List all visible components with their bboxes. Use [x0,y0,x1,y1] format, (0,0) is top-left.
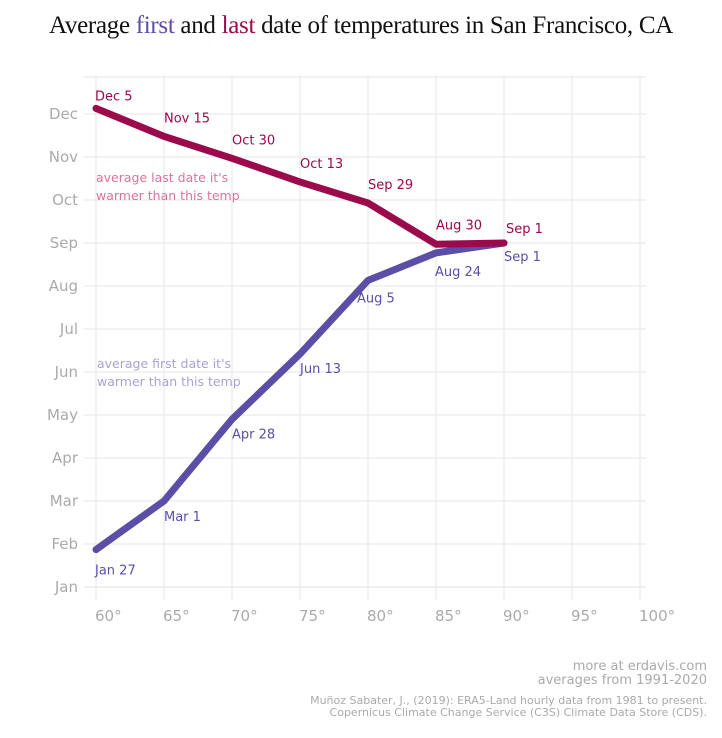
title-middle: and [174,12,222,39]
footer-website: more at erdavis.com [572,659,707,674]
y-tick-label: Oct [52,191,78,209]
x-tick-label: 80° [367,607,394,625]
x-tick-label: 100° [639,607,675,625]
last-data-label: Sep 29 [368,178,413,193]
y-tick-label: Aug [49,277,78,295]
y-tick-label: Jun [54,363,78,381]
footer-citation-1: Muñoz Sabater, J., (2019): ERA5-Land hou… [310,694,707,707]
series-lines [92,104,508,554]
first-data-label: Aug 5 [357,291,395,306]
data-labels: Jan 27 Mar 1 Apr 28 Jun 13 Aug 5 Aug 24 Sep 1 D… [94,89,543,578]
x-tick-label: 85° [435,607,462,625]
chart-title: Average first and last date of temperatu… [0,12,722,40]
first-data-label: Sep 1 [504,250,541,265]
y-tick-label: Dec [49,105,78,123]
first-data-label: Jun 13 [299,362,341,377]
annotations: average last date it's warmer than this t… [96,170,241,389]
last-data-label: Oct 13 [300,157,343,172]
x-tick-label: 65° [163,607,190,625]
title-prefix: Average [49,12,136,39]
first-series-annotation: average first date it's [97,356,231,371]
x-tick-label: 95° [571,607,598,625]
last-series-annotation: average last date it's [96,170,228,185]
y-tick-label: Apr [52,449,79,467]
y-tick-label: Feb [51,535,78,553]
first-data-label: Mar 1 [164,510,201,525]
y-tick-label: May [47,406,78,424]
first-data-label: Jan 27 [94,564,136,579]
last-data-label: Aug 30 [436,218,482,233]
y-tick-label: Mar [50,492,79,510]
y-tick-label: Jul [59,320,78,338]
first-data-label: Apr 28 [232,427,275,442]
x-tick-label: 75° [299,607,326,625]
last-data-label: Sep 1 [506,222,543,237]
y-tick-label: Jan [54,578,78,596]
last-data-label: Dec 5 [95,89,133,104]
footer-citation-2: Copernicus Climate Change Service (C3S) … [329,706,707,719]
x-tick-label: 60° [95,607,122,625]
y-tick-label: Sep [50,234,78,252]
grid [84,75,646,600]
first-data-label: Aug 24 [435,265,481,280]
title-suffix: date of temperatures in San Francisco, C… [255,12,673,39]
y-tick-label: Nov [49,148,78,166]
x-tick-label: 70° [231,607,258,625]
last-data-label: Nov 15 [164,111,210,126]
y-axis: Jan Feb Mar Apr May Jun Jul Aug Sep Oct Nov Dec [47,105,79,596]
title-first-word: first [135,12,175,39]
x-tick-label: 90° [503,607,530,625]
last-series-annotation: warmer than this temp [96,188,240,203]
first-series-annotation: warmer than this temp [97,374,241,389]
x-axis: 60° 65° 70° 75° 80° 85° 90° 95° 100° [95,607,675,625]
title-last-word: last [221,12,256,39]
footer-averages-period: averages from 1991-2020 [537,673,707,688]
last-data-label: Oct 30 [232,133,275,148]
